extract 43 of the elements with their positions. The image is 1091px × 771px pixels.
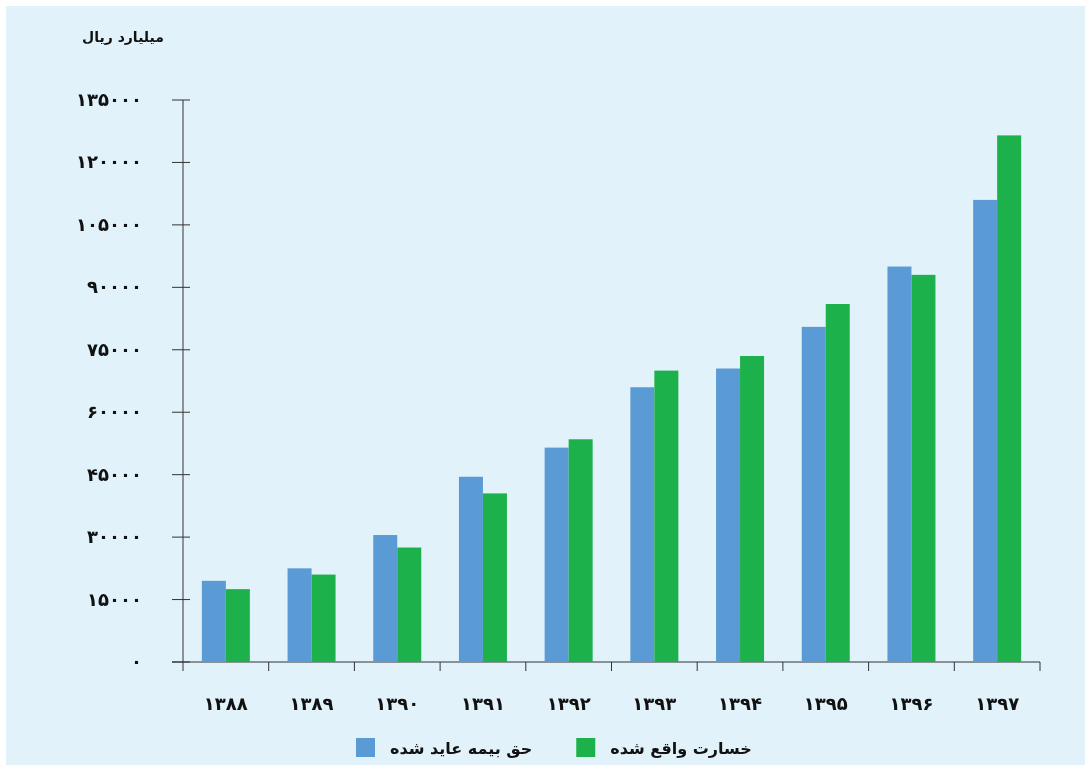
y-tick-label: ۹۰۰۰۰ bbox=[87, 276, 142, 298]
y-tick-label: ۴۵۰۰۰ bbox=[87, 463, 142, 485]
bar bbox=[825, 303, 850, 662]
x-tick-label: ۱۳۹۵ bbox=[803, 693, 848, 714]
bar bbox=[458, 476, 483, 662]
bar bbox=[201, 580, 226, 662]
y-tick-label: ۱۰۵۰۰۰ bbox=[76, 213, 142, 235]
bar bbox=[225, 589, 250, 662]
x-tick-label: ۱۳۹۳ bbox=[632, 693, 677, 714]
y-tick-label: ۱۲۰۰۰۰ bbox=[76, 151, 142, 173]
bar bbox=[997, 135, 1022, 662]
y-tick-label: ۱۵۰۰۰ bbox=[87, 588, 142, 610]
x-tick-label: ۱۳۹۶ bbox=[889, 693, 934, 714]
bar bbox=[630, 387, 655, 662]
x-tick-label: ۱۳۹۷ bbox=[975, 693, 1020, 714]
y-tick-label: ۰ bbox=[131, 651, 142, 672]
x-tick-label: ۱۳۸۸ bbox=[203, 693, 248, 714]
y-tick-label: ۷۵۰۰۰ bbox=[87, 338, 142, 360]
y-tick-label: ۱۳۵۰۰۰ bbox=[76, 89, 142, 110]
bar bbox=[973, 199, 998, 662]
bar bbox=[716, 368, 741, 662]
bar bbox=[801, 326, 826, 662]
bar bbox=[373, 535, 398, 662]
bar bbox=[397, 547, 422, 662]
x-tick-label: ۱۳۹۲ bbox=[546, 693, 591, 714]
bar bbox=[287, 568, 312, 662]
bar bbox=[568, 439, 593, 662]
bar bbox=[887, 266, 912, 662]
legend-label: حق بیمه عاید شده bbox=[390, 739, 533, 758]
x-tick-label: ۱۳۸۹ bbox=[289, 693, 334, 714]
x-tick-label: ۱۳۹۱ bbox=[460, 693, 505, 714]
bar bbox=[654, 370, 679, 662]
y-axis-title: میلیارد ریال bbox=[82, 29, 164, 45]
x-tick-label: ۱۳۹۴ bbox=[718, 693, 763, 714]
y-tick-label: ۳۰۰۰۰ bbox=[87, 526, 142, 548]
bar bbox=[311, 574, 336, 662]
x-tick-label: ۱۳۹۰ bbox=[375, 693, 420, 714]
bar bbox=[482, 493, 507, 662]
bar bbox=[740, 356, 765, 662]
bar bbox=[911, 274, 936, 662]
y-tick-label: ۶۰۰۰۰ bbox=[87, 401, 142, 423]
bar bbox=[544, 447, 569, 662]
legend-label: خسارت واقع شده bbox=[610, 739, 752, 758]
